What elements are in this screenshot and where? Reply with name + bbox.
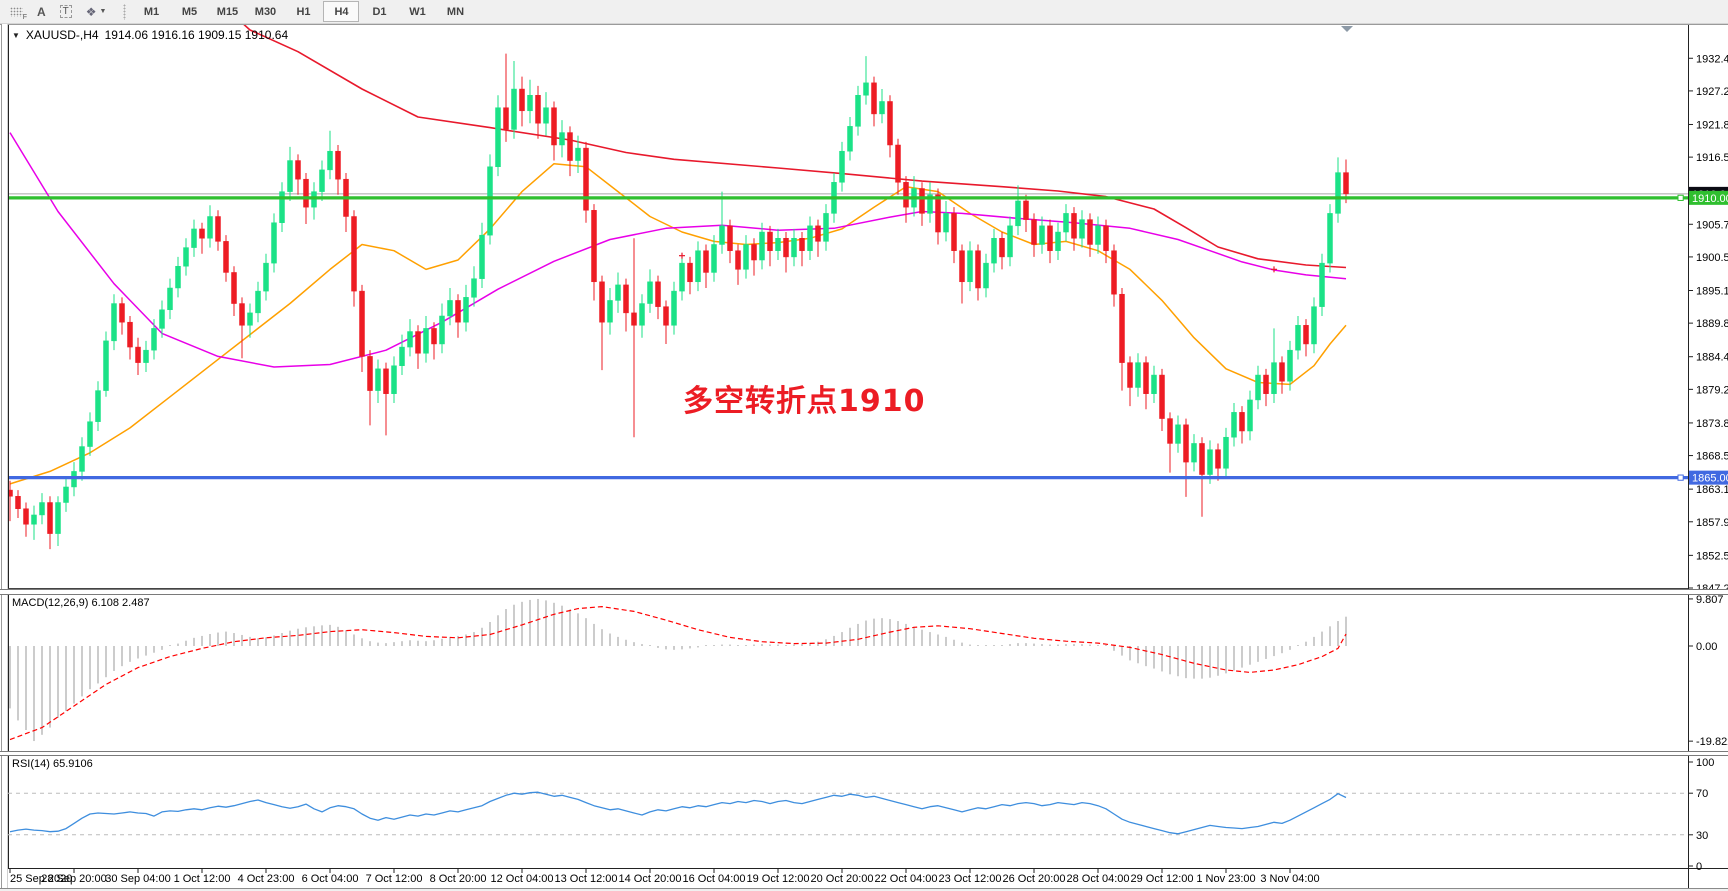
line-handle	[1677, 194, 1684, 201]
svg-text:3 Nov 04:00: 3 Nov 04:00	[1260, 873, 1319, 885]
shapes-icon: ❖	[85, 4, 97, 19]
svg-text:12 Oct 04:00: 12 Oct 04:00	[491, 873, 554, 885]
rsi-line	[9, 791, 1347, 835]
top-toolbar: F A T ❖ ▼ M1 M5 M15 M30 H1 H4 D1 W1 MN	[0, 0, 1728, 24]
text-box-button[interactable]: T	[54, 2, 78, 21]
svg-text:1 Nov 23:00: 1 Nov 23:00	[1196, 873, 1255, 885]
svg-text:14 Oct 20:00: 14 Oct 20:00	[619, 873, 682, 885]
svg-text:9.807: 9.807	[1696, 594, 1724, 606]
text-label-icon: A	[37, 4, 46, 19]
panel-splitter-rsi[interactable]	[0, 751, 1728, 756]
svg-text:1852.50: 1852.50	[1696, 550, 1728, 562]
svg-text:30 Sep 04:00: 30 Sep 04:00	[105, 873, 170, 885]
text-box-icon: T	[59, 5, 72, 18]
panel-splitter-macd[interactable]	[0, 589, 1728, 595]
svg-text:30: 30	[1696, 830, 1708, 842]
chart-title: ▼ XAUUSD-,H4 1914.06 1916.16 1909.15 191…	[12, 28, 288, 42]
chevron-down-icon[interactable]: ▼	[99, 8, 107, 15]
timeframe-button-M5[interactable]: M5	[181, 5, 198, 18]
text-label-button[interactable]: A	[31, 2, 52, 21]
svg-text:100: 100	[1696, 757, 1714, 769]
svg-text:29 Oct 12:00: 29 Oct 12:00	[1131, 873, 1194, 885]
svg-text:1905.75: 1905.75	[1696, 219, 1728, 231]
svg-text:25 Sep 2020: 25 Sep 2020	[10, 873, 72, 885]
svg-text:1879.20: 1879.20	[1696, 384, 1728, 396]
svg-text:22 Oct 04:00: 22 Oct 04:00	[875, 873, 938, 885]
indicators-grid-icon: F	[10, 6, 27, 21]
svg-text:70: 70	[1696, 788, 1708, 800]
svg-text:16 Oct 04:00: 16 Oct 04:00	[683, 873, 746, 885]
green-line-price-tag	[1689, 190, 1728, 205]
svg-text:1927.20: 1927.20	[1696, 86, 1728, 98]
shapes-button[interactable]: ❖ ▼	[80, 2, 113, 21]
macd-axis[interactable]: 9.807 0.00 -19.822	[1688, 594, 1728, 748]
chart-shift-marker-icon	[1341, 26, 1353, 32]
svg-text:20 Oct 20:00: 20 Oct 20:00	[811, 873, 874, 885]
svg-text:1868.55: 1868.55	[1696, 451, 1728, 463]
svg-text:19 Oct 12:00: 19 Oct 12:00	[747, 873, 810, 885]
timeframe-button-D1[interactable]: D1	[372, 5, 387, 18]
timeframe-button-M15[interactable]: M15	[216, 5, 239, 18]
svg-text:26 Oct 20:00: 26 Oct 20:00	[1003, 873, 1066, 885]
timeframe-button-W1[interactable]: W1	[409, 5, 426, 18]
macd-panel	[9, 598, 1347, 742]
window-left-edge	[1, 24, 8, 890]
svg-text:1 Oct 12:00: 1 Oct 12:00	[174, 873, 231, 885]
svg-text:1857.90: 1857.90	[1696, 517, 1728, 529]
svg-text:6 Oct 04:00: 6 Oct 04:00	[302, 873, 359, 885]
svg-text:1900.50: 1900.50	[1696, 252, 1728, 264]
svg-text:0.00: 0.00	[1696, 641, 1717, 653]
svg-text:1910.00: 1910.00	[1692, 193, 1728, 205]
svg-text:-19.822: -19.822	[1696, 736, 1728, 748]
svg-text:28 Sep 20:00: 28 Sep 20:00	[41, 873, 106, 885]
svg-text:1895.10: 1895.10	[1696, 285, 1728, 297]
candles	[9, 53, 1349, 550]
ma-red-line	[243, 25, 1347, 269]
price-chart-panel	[9, 25, 1688, 550]
timeframe-button-H4[interactable]: H4	[323, 1, 360, 22]
svg-text:1932.45: 1932.45	[1696, 53, 1728, 65]
svg-text:8 Oct 20:00: 8 Oct 20:00	[430, 873, 487, 885]
rsi-panel	[8, 791, 1688, 836]
macd-signal-line	[9, 605, 1347, 741]
annotation-text[interactable]: 多空转折点1910	[683, 384, 926, 419]
ma-magenta-line	[9, 132, 1347, 368]
svg-text:1921.80: 1921.80	[1696, 119, 1728, 131]
rsi-axis[interactable]: 100 70 30 0	[1688, 757, 1714, 873]
svg-text:1863.15: 1863.15	[1696, 484, 1728, 496]
svg-text:1873.80: 1873.80	[1696, 418, 1728, 430]
price-axis[interactable]: 1932.45 1927.20 1921.80 1916.55 1905.75 1900.…	[1688, 53, 1728, 595]
blue-line-price-tag	[1689, 470, 1728, 485]
timeframe-button-MN[interactable]: MN	[446, 5, 465, 18]
chart-symbol-timeframe: XAUUSD-,H4	[25, 28, 99, 42]
toolbar-grip[interactable]	[123, 3, 127, 20]
svg-text:1916.55: 1916.55	[1696, 152, 1728, 164]
svg-text:1884.45: 1884.45	[1696, 352, 1728, 364]
svg-text:23 Oct 12:00: 23 Oct 12:00	[939, 873, 1002, 885]
timeframe-button-M30[interactable]: M30	[254, 5, 277, 18]
svg-text:7 Oct 12:00: 7 Oct 12:00	[366, 873, 423, 885]
macd-indicator-label: MACD(12,26,9) 6.108 2.487	[12, 597, 150, 609]
timeframe-button-H1[interactable]: H1	[296, 5, 311, 18]
svg-text:1865.00: 1865.00	[1692, 473, 1728, 485]
svg-text:0: 0	[1696, 861, 1702, 873]
line-handle	[1677, 474, 1684, 481]
svg-text:28 Oct 04:00: 28 Oct 04:00	[1067, 873, 1130, 885]
svg-text:4 Oct 23:00: 4 Oct 23:00	[238, 873, 295, 885]
chevron-down-icon[interactable]: ▼	[12, 30, 20, 40]
timeframe-buttons: M1 M5 M15 M30 H1 H4 D1 W1 MN	[132, 1, 474, 22]
chart-ohlc-values: 1914.06 1916.16 1909.15 1910.64	[104, 28, 289, 42]
indicators-grid-button[interactable]: F	[4, 2, 29, 21]
timeframe-button-M1[interactable]: M1	[143, 5, 160, 18]
rsi-indicator-label: RSI(14) 65.9106	[12, 758, 93, 770]
svg-text:1889.85: 1889.85	[1696, 318, 1728, 330]
svg-text:13 Oct 12:00: 13 Oct 12:00	[555, 873, 618, 885]
